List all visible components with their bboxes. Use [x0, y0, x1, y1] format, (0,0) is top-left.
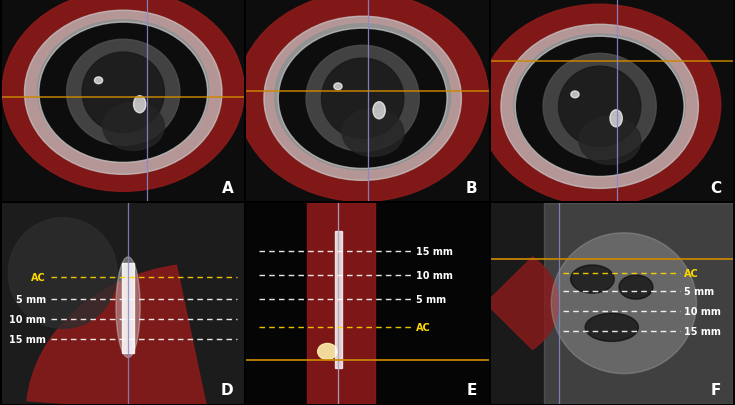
- Text: C: C: [710, 180, 722, 195]
- Ellipse shape: [610, 111, 623, 128]
- Text: D: D: [221, 382, 234, 397]
- Ellipse shape: [94, 78, 103, 85]
- Ellipse shape: [559, 67, 641, 147]
- Bar: [544, 203, 733, 404]
- Ellipse shape: [8, 218, 117, 328]
- Text: 15 mm: 15 mm: [416, 246, 453, 256]
- Text: AC: AC: [31, 273, 46, 282]
- Ellipse shape: [67, 40, 180, 146]
- Text: 10 mm: 10 mm: [9, 315, 46, 324]
- Ellipse shape: [570, 265, 614, 293]
- Ellipse shape: [585, 313, 639, 341]
- Text: 10 mm: 10 mm: [416, 271, 453, 280]
- Ellipse shape: [134, 96, 146, 113]
- Wedge shape: [27, 266, 208, 405]
- Text: 15 mm: 15 mm: [9, 335, 46, 345]
- Text: 15 mm: 15 mm: [684, 326, 721, 337]
- Text: AC: AC: [416, 322, 431, 333]
- Ellipse shape: [334, 84, 342, 90]
- Text: A: A: [221, 180, 233, 195]
- Text: 5 mm: 5 mm: [684, 286, 714, 296]
- Ellipse shape: [543, 54, 656, 160]
- Ellipse shape: [373, 102, 385, 119]
- Text: F: F: [711, 382, 721, 397]
- Wedge shape: [486, 257, 559, 350]
- Bar: [122, 263, 134, 354]
- Ellipse shape: [551, 233, 697, 374]
- Ellipse shape: [82, 53, 165, 133]
- Ellipse shape: [321, 59, 404, 139]
- Ellipse shape: [116, 257, 140, 358]
- Ellipse shape: [306, 46, 419, 152]
- Bar: [335, 231, 342, 368]
- Ellipse shape: [619, 275, 653, 299]
- Text: B: B: [466, 180, 478, 195]
- Bar: [307, 203, 375, 404]
- Ellipse shape: [579, 117, 641, 165]
- Circle shape: [318, 343, 337, 360]
- Text: AC: AC: [684, 269, 699, 278]
- Ellipse shape: [571, 92, 579, 98]
- Text: E: E: [467, 382, 477, 397]
- Text: 5 mm: 5 mm: [15, 294, 46, 305]
- Text: 5 mm: 5 mm: [416, 294, 446, 305]
- Text: 10 mm: 10 mm: [684, 307, 721, 316]
- Ellipse shape: [103, 103, 165, 151]
- Ellipse shape: [342, 109, 404, 157]
